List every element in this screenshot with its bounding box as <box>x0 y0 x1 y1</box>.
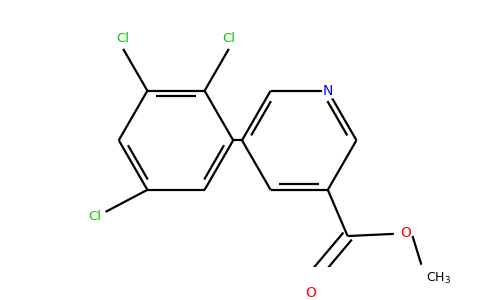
Text: O: O <box>400 226 411 240</box>
Text: O: O <box>305 286 316 300</box>
Text: CH$_3$: CH$_3$ <box>426 271 451 286</box>
Text: Cl: Cl <box>88 210 101 223</box>
Text: N: N <box>323 84 333 98</box>
Text: Cl: Cl <box>222 32 235 44</box>
Text: Cl: Cl <box>117 32 130 44</box>
